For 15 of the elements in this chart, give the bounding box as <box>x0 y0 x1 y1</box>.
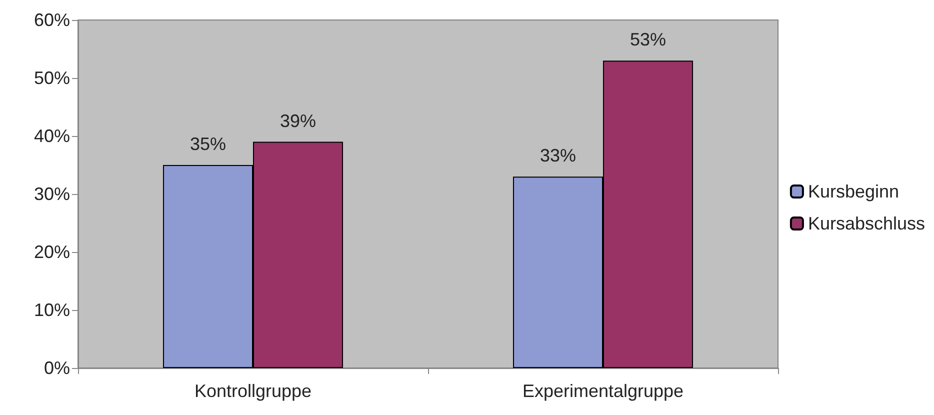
y-tick-label: 40% <box>34 126 70 146</box>
y-tick-label: 30% <box>34 184 70 204</box>
y-tick-label: 0% <box>44 358 70 378</box>
legend-label: Kursabschluss <box>808 214 926 234</box>
x-tick-label: Kontrollgruppe <box>194 381 312 401</box>
data-label: 53% <box>630 30 666 50</box>
data-label: 39% <box>280 110 316 131</box>
y-tick-label: 20% <box>34 242 70 262</box>
data-label: 35% <box>190 134 226 154</box>
y-tick-label: 50% <box>34 68 70 88</box>
y-tick-label: 60% <box>34 10 70 30</box>
x-tick-label: Experimentalgruppe <box>522 381 684 401</box>
y-tick-label: 10% <box>34 300 70 320</box>
legend-label: Kursbeginn <box>808 182 900 202</box>
data-label: 33% <box>540 146 576 166</box>
